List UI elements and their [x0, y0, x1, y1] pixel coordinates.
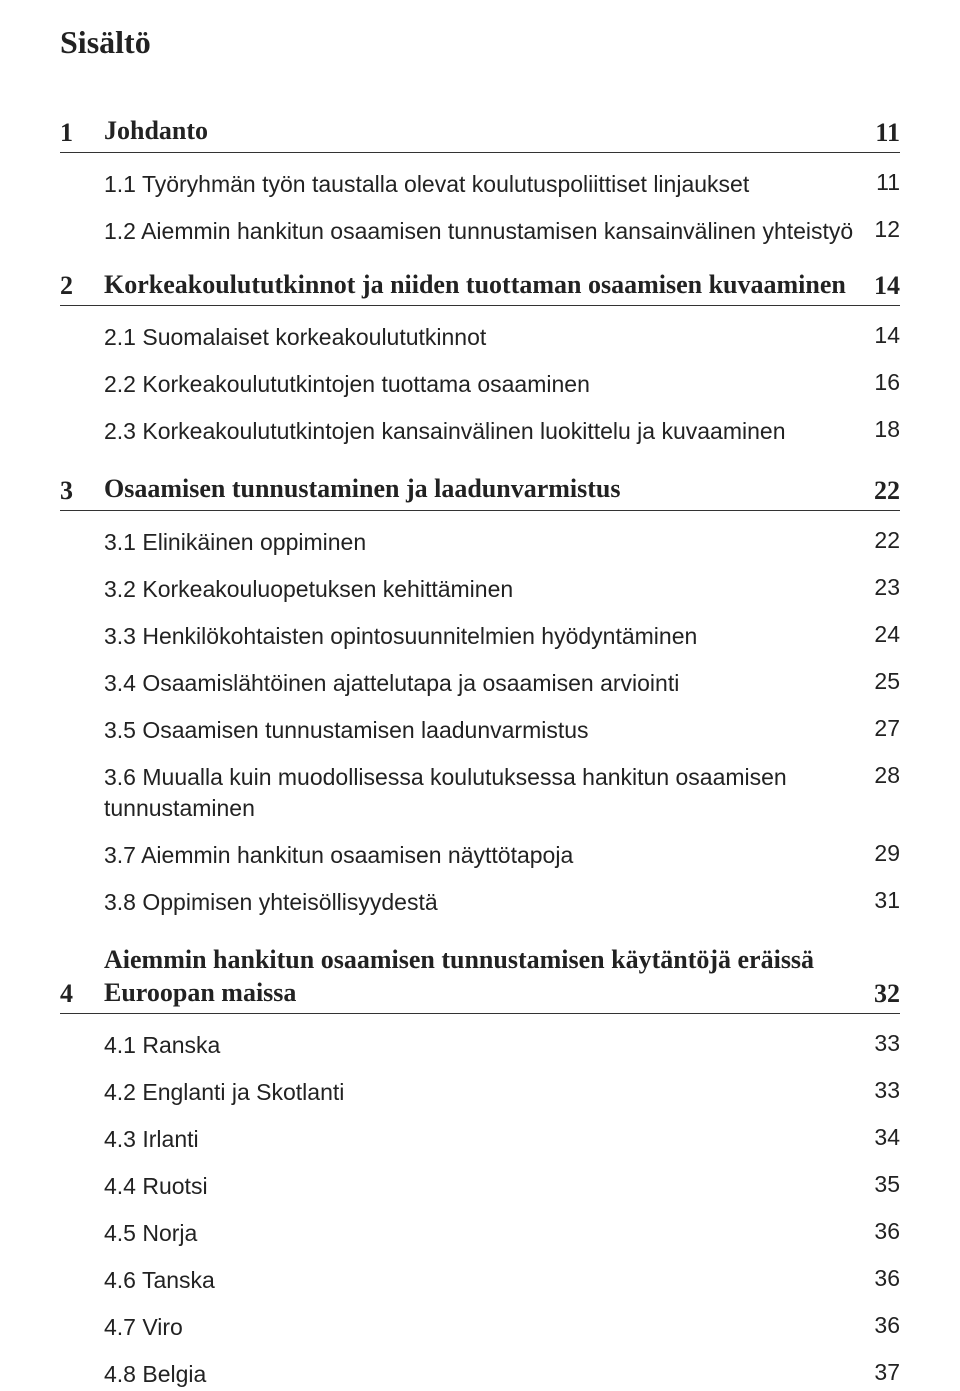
- doc-title: Sisältö: [60, 24, 900, 61]
- toc-section-row: 3.3 Henkilökohtaisten opintosuunnitelmie…: [60, 621, 900, 652]
- section-title: 4.2 Englanti ja Skotlanti: [104, 1077, 854, 1108]
- section-title: 3.4 Osaamislähtöinen ajattelutapa ja osa…: [104, 668, 854, 699]
- toc-section-row: 2.1 Suomalaiset korkeakoulututkinnot 14: [60, 322, 900, 353]
- section-page: 29: [854, 840, 900, 867]
- section-page: 36: [854, 1265, 900, 1292]
- section-page: 36: [854, 1312, 900, 1339]
- toc-section-row: 3.8 Oppimisen yhteisöllisyydestä 31: [60, 887, 900, 918]
- section-page: 31: [854, 887, 900, 914]
- section-title: 4.3 Irlanti: [104, 1124, 854, 1155]
- chapter-title: Aiemmin hankitun osaamisen tunnustamisen…: [104, 944, 854, 1009]
- chapter-number: 3: [60, 476, 104, 506]
- section-title: 3.1 Elinikäinen oppiminen: [104, 527, 854, 558]
- section-page: 37: [854, 1359, 900, 1386]
- section-title: 3.8 Oppimisen yhteisöllisyydestä: [104, 887, 854, 918]
- section-title: 3.5 Osaamisen tunnustamisen laadunvarmis…: [104, 715, 854, 746]
- toc-section-row: 4.1 Ranska 33: [60, 1030, 900, 1061]
- section-page: 12: [854, 216, 900, 243]
- toc-chapter-row: 1 Johdanto 11: [60, 115, 900, 153]
- section-title: 1.2 Aiemmin hankitun osaamisen tunnustam…: [104, 216, 854, 247]
- toc-section-row: 3.2 Korkeakouluopetuksen kehittäminen 23: [60, 574, 900, 605]
- chapter-title: Korkeakoulututkinnot ja niiden tuottaman…: [104, 269, 854, 302]
- toc-section-row: 2.2 Korkeakoulututkintojen tuottama osaa…: [60, 369, 900, 400]
- section-page: 18: [854, 416, 900, 443]
- section-page: 11: [856, 169, 900, 196]
- section-title: 2.3 Korkeakoulututkintojen kansainväline…: [104, 416, 854, 447]
- section-title: 1.1 Työryhmän työn taustalla olevat koul…: [104, 169, 856, 200]
- section-page: 33: [854, 1030, 900, 1057]
- section-page: 24: [854, 621, 900, 648]
- chapter-number: 2: [60, 271, 104, 301]
- chapter-number: 4: [60, 979, 104, 1009]
- toc-chapter-row: 4 Aiemmin hankitun osaamisen tunnustamis…: [60, 944, 900, 1014]
- chapter-page: 14: [854, 271, 900, 301]
- toc-chapter-block: 1 Johdanto 11 1.1 Työryhmän työn taustal…: [60, 115, 900, 247]
- section-title: 4.6 Tanska: [104, 1265, 854, 1296]
- section-title: 3.3 Henkilökohtaisten opintosuunnitelmie…: [104, 621, 854, 652]
- chapter-number: 1: [60, 118, 104, 148]
- toc-chapter-block: 2 Korkeakoulututkinnot ja niiden tuottam…: [60, 269, 900, 448]
- section-page: 36: [854, 1218, 900, 1245]
- toc-section-row: 3.7 Aiemmin hankitun osaamisen näyttötap…: [60, 840, 900, 871]
- table-of-contents: 1 Johdanto 11 1.1 Työryhmän työn taustal…: [60, 115, 900, 1391]
- section-page: 14: [854, 322, 900, 349]
- section-title: 3.7 Aiemmin hankitun osaamisen näyttötap…: [104, 840, 854, 871]
- toc-chapter-block: 4 Aiemmin hankitun osaamisen tunnustamis…: [60, 944, 900, 1390]
- section-page: 22: [854, 527, 900, 554]
- toc-section-row: 1.2 Aiemmin hankitun osaamisen tunnustam…: [60, 216, 900, 247]
- section-page: 35: [854, 1171, 900, 1198]
- toc-section-row: 4.8 Belgia 37: [60, 1359, 900, 1390]
- chapter-page: 32: [854, 979, 900, 1009]
- toc-section-row: 4.7 Viro 36: [60, 1312, 900, 1343]
- section-page: 33: [854, 1077, 900, 1104]
- toc-section-row: 3.4 Osaamislähtöinen ajattelutapa ja osa…: [60, 668, 900, 699]
- section-title: 4.1 Ranska: [104, 1030, 854, 1061]
- section-page: 16: [854, 369, 900, 396]
- toc-section-row: 4.4 Ruotsi 35: [60, 1171, 900, 1202]
- toc-section-row: 3.5 Osaamisen tunnustamisen laadunvarmis…: [60, 715, 900, 746]
- section-page: 34: [854, 1124, 900, 1151]
- toc-section-row: 4.2 Englanti ja Skotlanti 33: [60, 1077, 900, 1108]
- section-page: 23: [854, 574, 900, 601]
- chapter-title: Johdanto: [104, 115, 855, 148]
- section-page: 28: [854, 762, 900, 789]
- section-title: 2.2 Korkeakoulututkintojen tuottama osaa…: [104, 369, 854, 400]
- section-title: 4.8 Belgia: [104, 1359, 854, 1390]
- chapter-title: Osaamisen tunnustaminen ja laadunvarmist…: [104, 473, 854, 506]
- section-title: 4.5 Norja: [104, 1218, 854, 1249]
- toc-section-row: 4.6 Tanska 36: [60, 1265, 900, 1296]
- section-page: 27: [854, 715, 900, 742]
- toc-section-row: 3.1 Elinikäinen oppiminen 22: [60, 527, 900, 558]
- chapter-page: 22: [854, 476, 900, 506]
- toc-section-row: 4.3 Irlanti 34: [60, 1124, 900, 1155]
- toc-section-row: 3.6 Muualla kuin muodollisessa koulutuks…: [60, 762, 900, 824]
- section-title: 4.4 Ruotsi: [104, 1171, 854, 1202]
- section-title: 3.2 Korkeakouluopetuksen kehittäminen: [104, 574, 854, 605]
- chapter-page: 11: [855, 118, 900, 148]
- toc-chapter-block: 3 Osaamisen tunnustaminen ja laadunvarmi…: [60, 473, 900, 918]
- toc-section-row: 1.1 Työryhmän työn taustalla olevat koul…: [60, 169, 900, 200]
- toc-chapter-row: 3 Osaamisen tunnustaminen ja laadunvarmi…: [60, 473, 900, 511]
- toc-chapter-row: 2 Korkeakoulututkinnot ja niiden tuottam…: [60, 269, 900, 307]
- toc-section-row: 4.5 Norja 36: [60, 1218, 900, 1249]
- section-title: 4.7 Viro: [104, 1312, 854, 1343]
- toc-section-row: 2.3 Korkeakoulututkintojen kansainväline…: [60, 416, 900, 447]
- section-page: 25: [854, 668, 900, 695]
- section-title: 3.6 Muualla kuin muodollisessa koulutuks…: [104, 762, 854, 824]
- section-title: 2.1 Suomalaiset korkeakoulututkinnot: [104, 322, 854, 353]
